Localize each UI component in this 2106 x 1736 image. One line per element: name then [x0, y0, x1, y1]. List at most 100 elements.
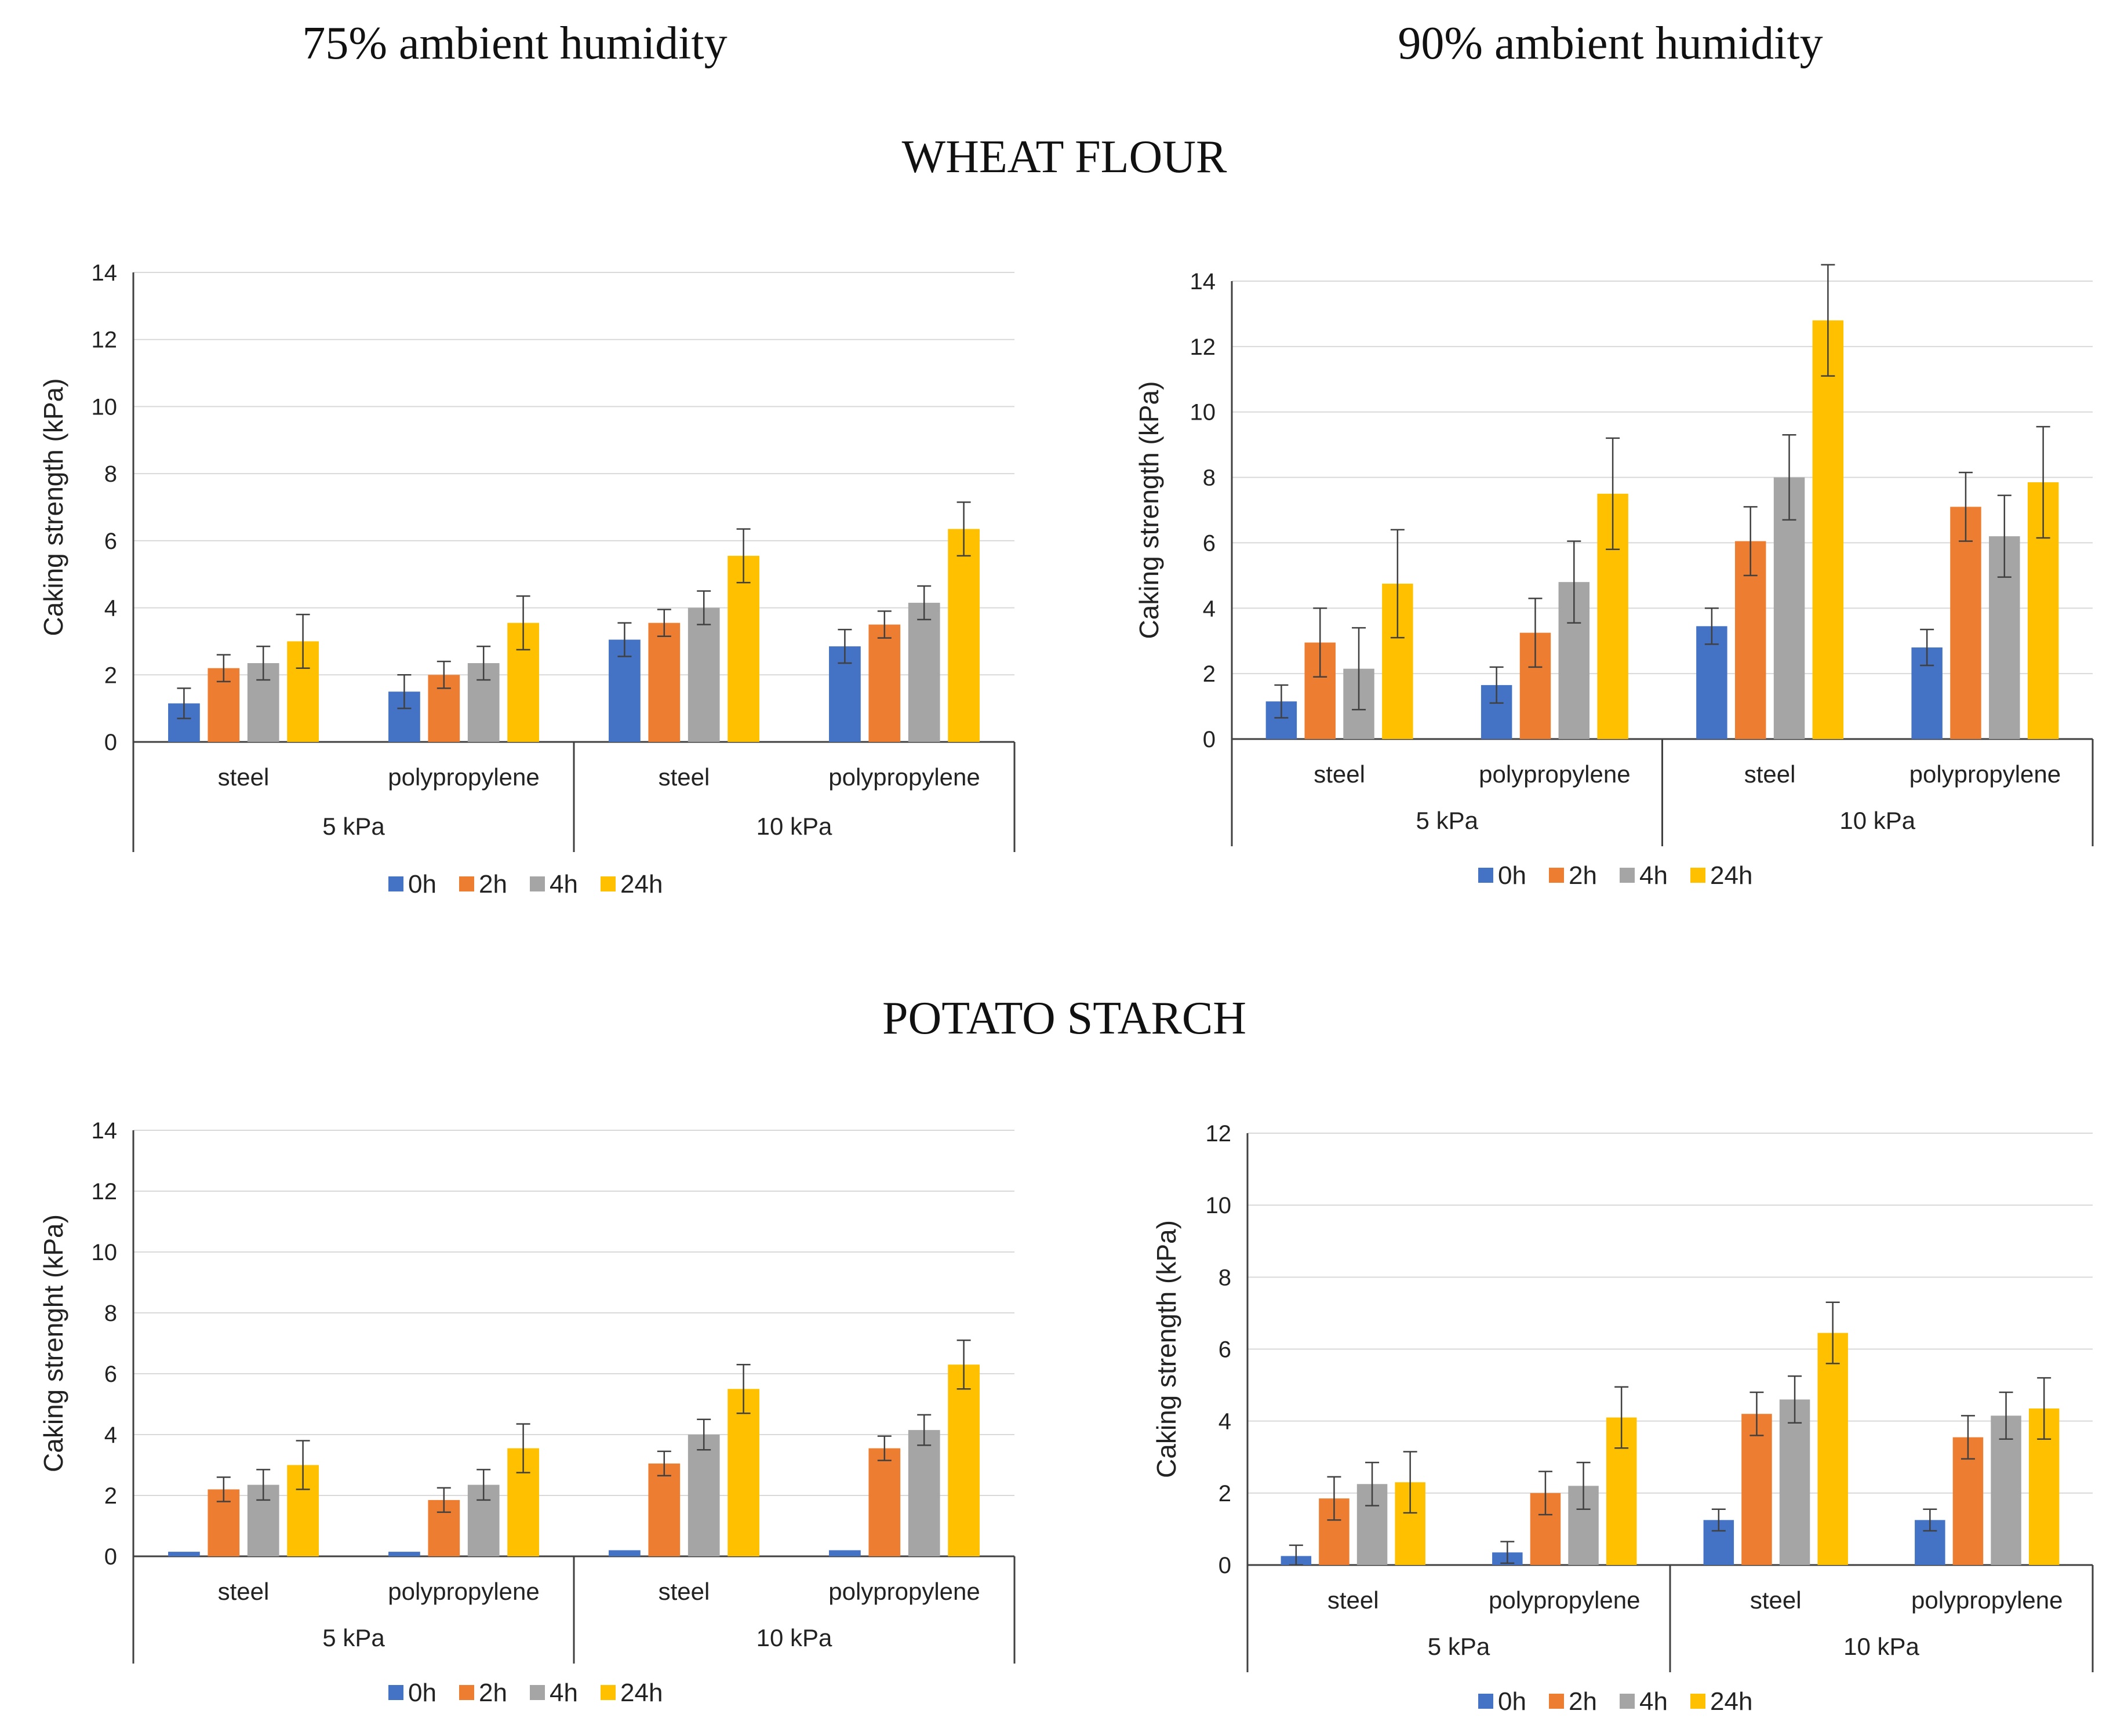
c3-y-tick-label: 6 — [1219, 1337, 1231, 1363]
c0-group-label: 5 kPa — [322, 813, 385, 840]
c3-legend-swatch-0h — [1478, 1694, 1493, 1709]
c1-y-tick-label: 14 — [1190, 269, 1216, 294]
c2-y-tick-label: 0 — [104, 1544, 117, 1570]
c0-legend-label-4h: 4h — [550, 870, 578, 898]
c2-bar-4h — [908, 1430, 940, 1556]
c0-y-tick-label: 14 — [92, 260, 118, 286]
c1-legend-swatch-0h — [1478, 868, 1493, 883]
c1-legend-swatch-4h — [1620, 868, 1635, 883]
c1-bar-0h — [1696, 626, 1727, 739]
c0-y-tick-label: 2 — [104, 663, 117, 688]
c0-category-label: steel — [218, 763, 270, 791]
c1-y-tick-label: 12 — [1190, 334, 1216, 360]
c1-category-label: polypropylene — [1909, 760, 2061, 788]
c2-group-label: 5 kPa — [322, 1624, 385, 1651]
c3-group-label: 10 kPa — [1843, 1633, 1919, 1660]
c1-y-tick-label: 4 — [1203, 596, 1216, 621]
c1-bar-4h — [1773, 477, 1805, 739]
c3-legend-label-4h: 4h — [1639, 1687, 1668, 1716]
c0-bar-2h — [648, 623, 681, 742]
c1-y-axis-title: Caking strength (kPa) — [1134, 381, 1164, 639]
c2-legend-swatch-24h — [601, 1685, 616, 1700]
chart-wheat-flour-90: 0 2 4 6 8 10 12 14 Caking strength (kPa) steel pol… — [1134, 264, 2094, 890]
chart-potato-starch-75: 0 2 4 6 8 10 12 14 Caking strenght (kPa) steel pol… — [38, 1118, 1016, 1707]
section-title-wheat-flour: WHEAT FLOUR — [901, 132, 1227, 183]
c0-y-axis-title: Caking strength (kPa) — [38, 379, 68, 636]
c2-category-label: polypropylene — [828, 1578, 980, 1605]
chart-wheat-flour-75: 0 2 4 6 8 10 12 14 Caking strength (kPa) steel pol… — [38, 260, 1016, 898]
c0-legend-swatch-0h — [388, 876, 403, 891]
c0-y-tick-label: 8 — [104, 461, 117, 487]
c2-bar-0h — [609, 1550, 641, 1556]
c0-category-label: polypropylene — [828, 763, 980, 791]
c3-y-tick-label: 12 — [1206, 1121, 1232, 1147]
c2-legend-label-4h: 4h — [550, 1679, 578, 1707]
c0-legend-swatch-2h — [459, 876, 474, 891]
c2-y-tick-label: 14 — [92, 1118, 118, 1144]
c0-y-tick-label: 6 — [104, 529, 117, 554]
c3-legend-label-2h: 2h — [1569, 1687, 1597, 1716]
c0-legend-label-2h: 2h — [479, 870, 507, 898]
section-title-potato-starch: POTATO STARCH — [882, 993, 1247, 1044]
c0-y-tick-label: 4 — [104, 596, 117, 621]
c2-y-tick-label: 10 — [92, 1240, 118, 1265]
c1-category-label: steel — [1744, 760, 1796, 788]
c1-category-label: steel — [1314, 760, 1365, 788]
column-title-75: 75% ambient humidity — [302, 18, 728, 69]
c1-bar-2h — [1950, 507, 1981, 739]
c0-bar-4h — [688, 607, 720, 742]
c1-legend-label-4h: 4h — [1639, 861, 1668, 890]
c2-legend-swatch-0h — [388, 1685, 403, 1700]
c3-bar-2h — [1741, 1414, 1772, 1565]
c0-bar-2h — [868, 624, 901, 742]
c3-category-label: steel — [1327, 1586, 1379, 1614]
c2-bar-24h — [728, 1389, 759, 1556]
c1-legend-swatch-2h — [1549, 868, 1564, 883]
c0-legend-label-0h: 0h — [408, 870, 437, 898]
c2-bar-2h — [868, 1448, 901, 1556]
c0-bar-24h — [728, 555, 759, 742]
c2-legend-label-0h: 0h — [408, 1679, 437, 1707]
c1-y-tick-label: 2 — [1203, 661, 1216, 687]
c1-y-tick-label: 6 — [1203, 530, 1216, 556]
c1-y-tick-label: 0 — [1203, 727, 1216, 752]
c2-category-label: steel — [218, 1578, 270, 1605]
c1-y-tick-label: 10 — [1190, 400, 1216, 425]
c1-legend-swatch-24h — [1690, 868, 1705, 883]
c0-y-tick-label: 0 — [104, 730, 117, 755]
c0-group-label: 10 kPa — [756, 813, 832, 840]
c2-group-label: 10 kPa — [756, 1624, 832, 1651]
c1-group-label: 10 kPa — [1839, 807, 1915, 834]
c0-y-tick-label: 12 — [92, 327, 118, 353]
c3-legend-swatch-4h — [1620, 1694, 1635, 1709]
c3-category-label: polypropylene — [1489, 1586, 1641, 1614]
c3-bar-4h — [1991, 1415, 2021, 1565]
c3-legend-swatch-2h — [1549, 1694, 1564, 1709]
c2-bar-0h — [829, 1550, 861, 1556]
c2-bar-2h — [648, 1463, 681, 1556]
c2-y-tick-label: 4 — [104, 1422, 117, 1448]
c2-y-tick-label: 8 — [104, 1301, 117, 1326]
c3-y-axis-title: Caking strength (kPa) — [1151, 1220, 1181, 1478]
c0-bar-24h — [948, 529, 980, 742]
c3-y-tick-label: 2 — [1219, 1481, 1231, 1506]
c2-bar-0h — [388, 1552, 420, 1556]
c0-category-label: steel — [659, 763, 710, 791]
c3-y-tick-label: 10 — [1206, 1193, 1232, 1218]
c3-legend-label-24h: 24h — [1710, 1687, 1752, 1716]
c2-legend-label-24h: 24h — [620, 1679, 663, 1707]
c2-y-tick-label: 12 — [92, 1179, 118, 1204]
c3-bar-24h — [1817, 1333, 1848, 1565]
c2-category-label: polypropylene — [388, 1578, 540, 1605]
c1-group-label: 5 kPa — [1416, 807, 1479, 834]
c2-legend-swatch-4h — [530, 1685, 545, 1700]
c3-category-label: steel — [1750, 1586, 1802, 1614]
c2-legend-label-2h: 2h — [479, 1679, 507, 1707]
c1-bar-24h — [1812, 320, 1844, 739]
c2-bar-4h — [688, 1435, 720, 1556]
c0-bar-4h — [908, 602, 940, 742]
c1-category-label: polypropylene — [1479, 760, 1631, 788]
c3-group-label: 5 kPa — [1428, 1633, 1490, 1660]
c2-category-label: steel — [659, 1578, 710, 1605]
c1-y-tick-label: 8 — [1203, 465, 1216, 491]
